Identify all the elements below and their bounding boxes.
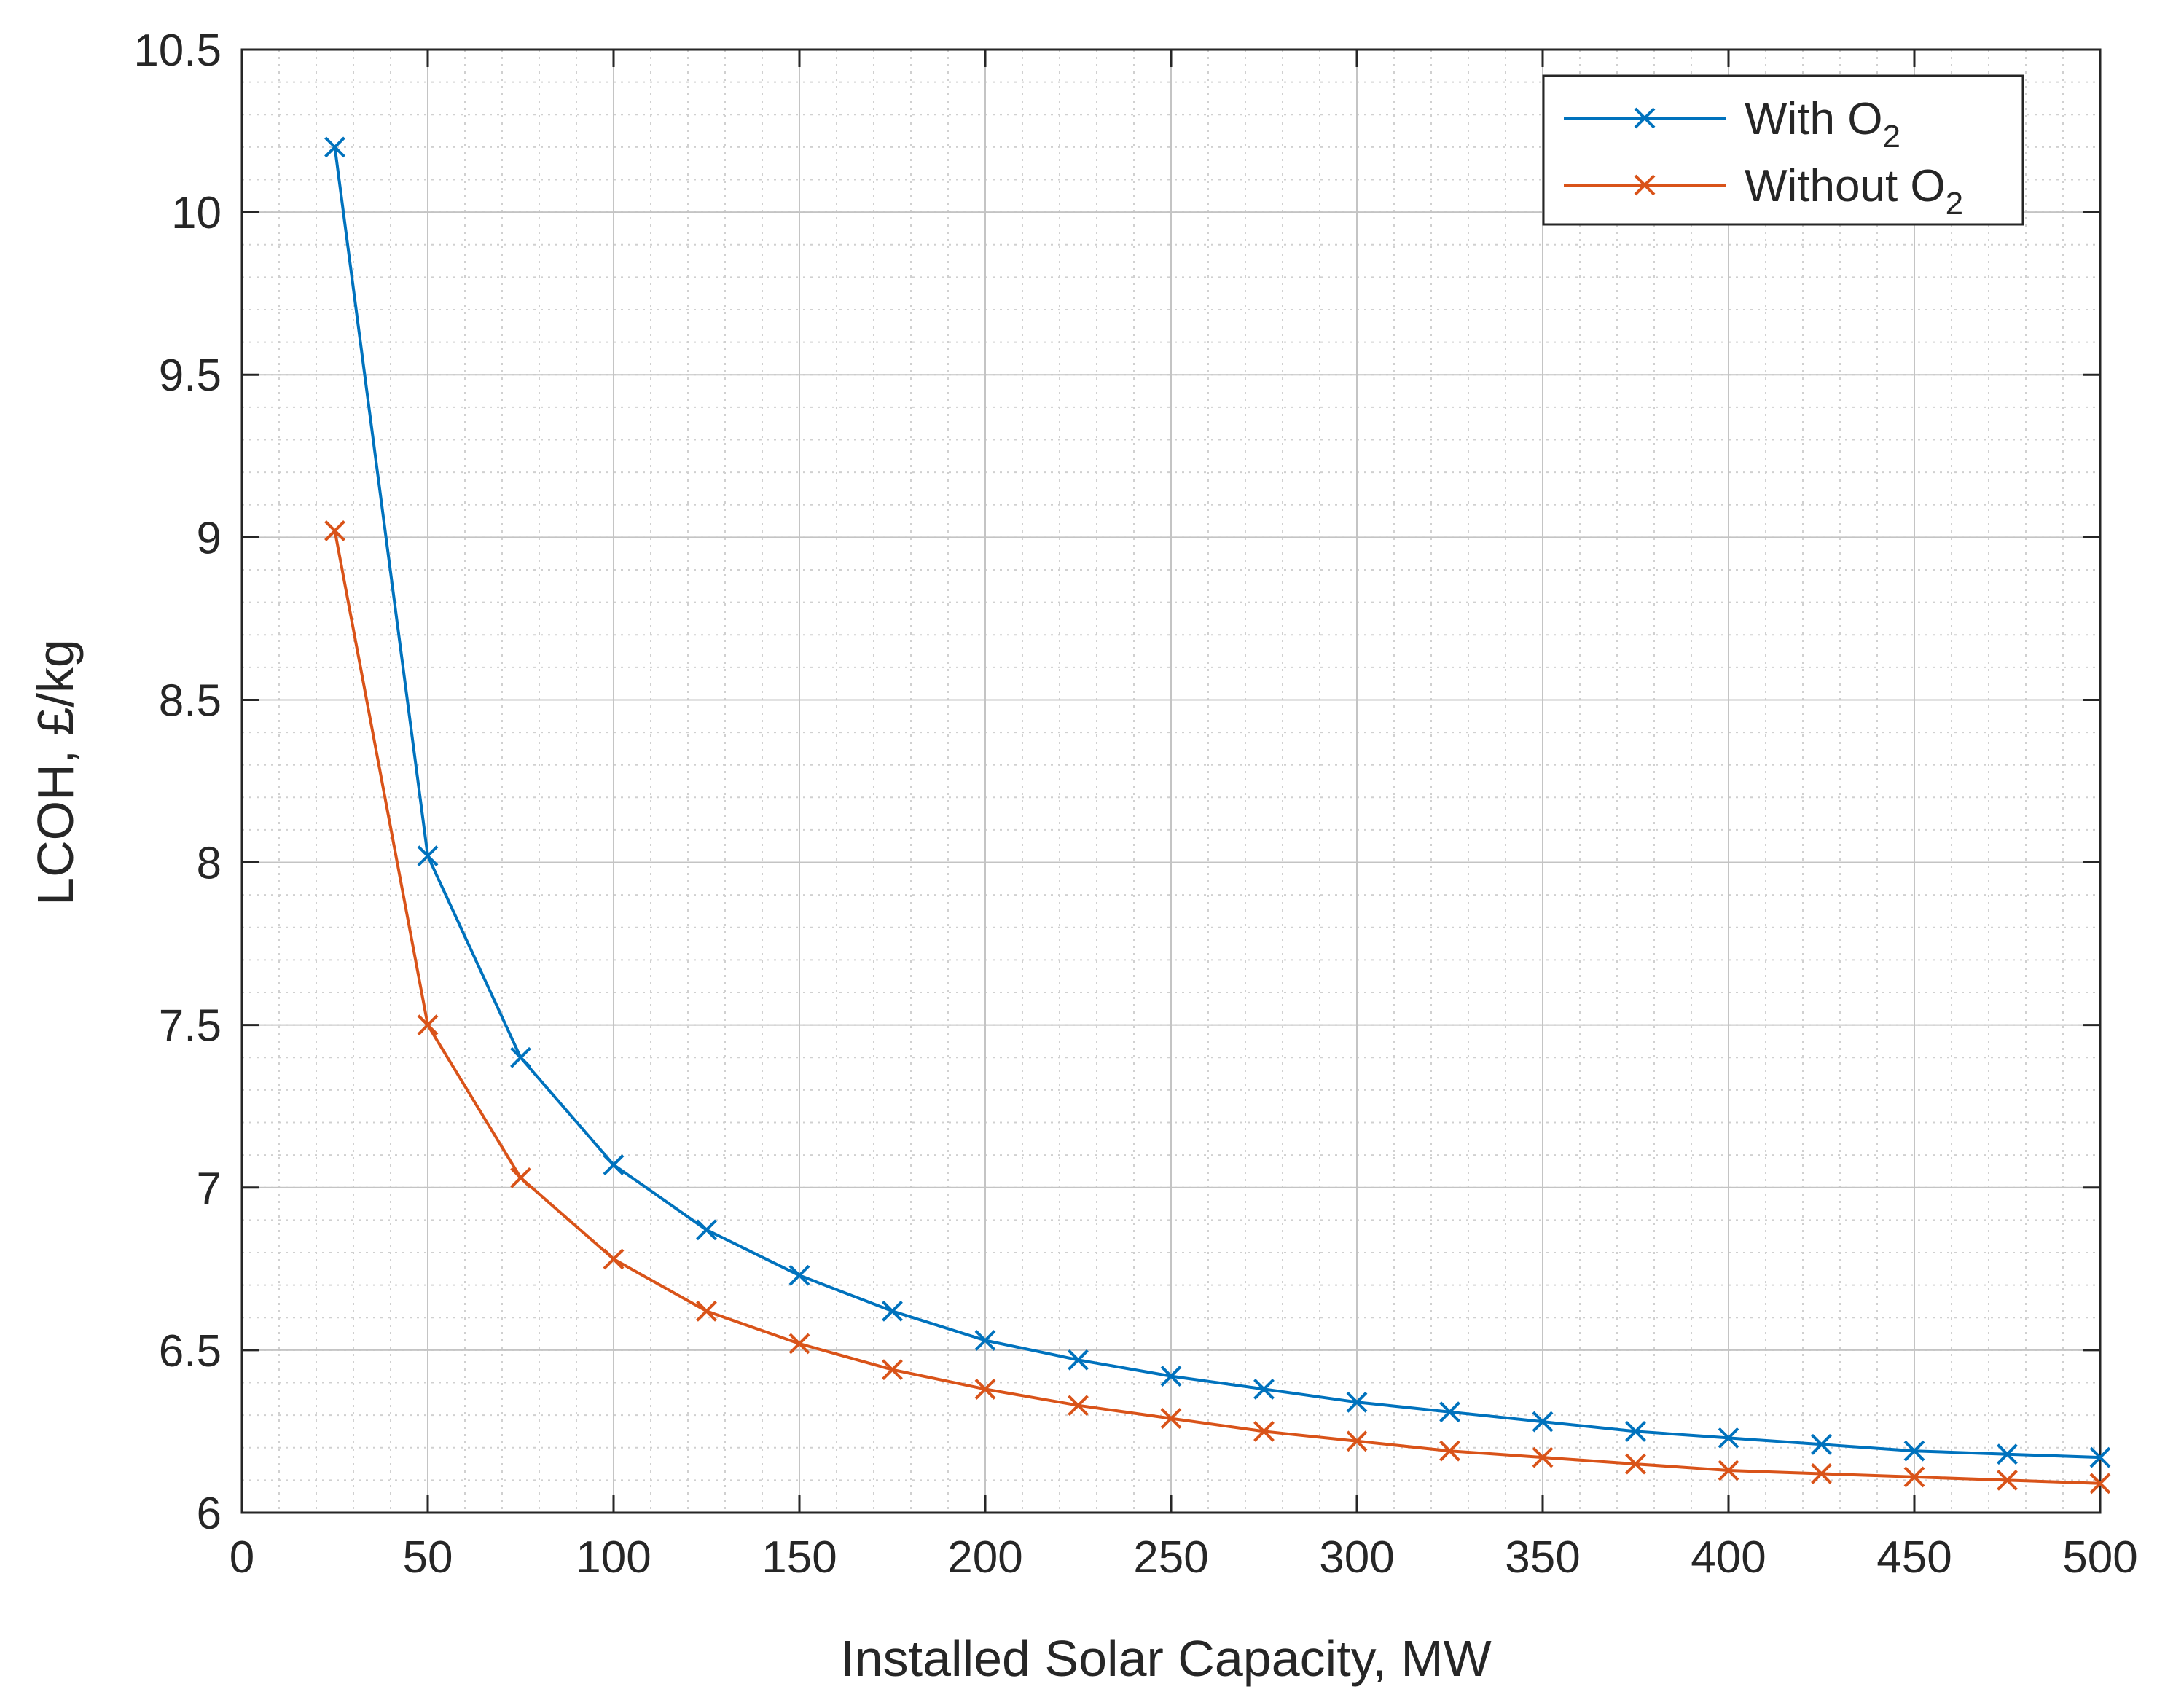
legend-marker xyxy=(1634,107,1656,129)
y-tick-label: 7 xyxy=(197,1164,222,1214)
data-point-marker xyxy=(1160,1408,1182,1430)
data-point-marker xyxy=(417,1014,439,1036)
y-tick-label: 7.5 xyxy=(159,1001,222,1051)
data-point-marker xyxy=(510,1167,531,1188)
y-axis-title: LCOH, £/kg xyxy=(27,639,84,906)
data-point-marker xyxy=(603,1154,625,1175)
legend-marker xyxy=(1634,174,1656,196)
series-line xyxy=(333,146,2101,1460)
data-point-marker xyxy=(1811,1433,1832,1455)
data-point-marker xyxy=(1997,1469,2018,1491)
x-tick-label: 500 xyxy=(2062,1532,2137,1583)
data-point-marker xyxy=(788,1333,810,1355)
x-tick-label: 0 xyxy=(230,1532,254,1583)
y-axis-tick-labels: 6 6.5 7 7.5 8 8.5 9 9.5 10 10.5 xyxy=(133,26,222,1539)
data-point-marker xyxy=(974,1379,996,1400)
data-point-marker xyxy=(696,1219,717,1241)
data-point-marker xyxy=(1625,1421,1646,1442)
data-point-marker xyxy=(1718,1427,1739,1449)
series-layer xyxy=(324,136,2111,1494)
x-tick-label: 150 xyxy=(762,1532,837,1583)
data-point-marker xyxy=(1253,1421,1275,1442)
x-tick-label: 350 xyxy=(1505,1532,1580,1583)
data-point-marker xyxy=(974,1330,996,1351)
series-with-o2 xyxy=(324,136,2111,1468)
major-grid xyxy=(241,49,2101,1513)
data-point-marker xyxy=(510,1046,531,1068)
data-point-marker xyxy=(1346,1430,1368,1452)
data-point-marker xyxy=(1903,1466,1925,1488)
data-point-marker xyxy=(696,1300,717,1322)
x-axis-title: Installed Solar Capacity, MW xyxy=(840,1630,1491,1687)
data-point-marker xyxy=(1439,1401,1460,1423)
legend-label-subscript: 2 xyxy=(1882,119,1900,154)
data-point-marker xyxy=(1068,1349,1089,1371)
data-point-marker xyxy=(324,520,345,541)
data-point-marker xyxy=(1346,1391,1368,1413)
x-tick-label: 50 xyxy=(403,1532,453,1583)
series-line xyxy=(333,530,2101,1485)
x-tick-label: 400 xyxy=(1691,1532,1766,1583)
y-tick-label: 6 xyxy=(197,1489,222,1539)
data-point-marker xyxy=(1532,1411,1554,1433)
data-point-marker xyxy=(1625,1453,1646,1475)
y-tick-label: 6.5 xyxy=(159,1326,222,1376)
y-tick-label: 8 xyxy=(197,839,222,889)
data-point-marker xyxy=(1160,1366,1182,1387)
data-point-marker xyxy=(1439,1440,1460,1462)
data-point-marker xyxy=(882,1300,903,1322)
data-point-marker xyxy=(417,845,439,867)
y-tick-label: 8.5 xyxy=(159,675,222,726)
y-tick-label: 9.5 xyxy=(159,350,222,401)
data-point-marker xyxy=(1997,1443,2018,1465)
y-tick-label: 10.5 xyxy=(133,26,222,76)
y-tick-label: 10 xyxy=(171,188,222,238)
x-tick-label: 100 xyxy=(576,1532,651,1583)
data-point-marker xyxy=(603,1248,625,1270)
x-tick-label: 300 xyxy=(1319,1532,1394,1583)
x-tick-label: 450 xyxy=(1876,1532,1952,1583)
legend-box xyxy=(1542,74,2024,226)
data-point-marker xyxy=(2089,1446,2111,1468)
data-point-marker xyxy=(1253,1379,1275,1400)
x-tick-label: 200 xyxy=(947,1532,1022,1583)
data-point-marker xyxy=(1532,1446,1554,1468)
data-point-marker xyxy=(1903,1440,1925,1462)
data-point-marker xyxy=(882,1359,903,1381)
data-point-marker xyxy=(1811,1463,1832,1484)
x-tick-label: 250 xyxy=(1133,1532,1208,1583)
axis-ticks xyxy=(240,48,2102,1514)
data-point-marker xyxy=(788,1264,810,1286)
x-axis-tick-labels: 0 50 100 150 200 250 300 350 400 450 500 xyxy=(230,1532,2138,1583)
series-without-o2 xyxy=(324,520,2111,1494)
data-point-marker xyxy=(1068,1395,1089,1417)
data-point-marker xyxy=(1718,1460,1739,1481)
data-point-marker xyxy=(324,136,345,158)
y-tick-label: 9 xyxy=(197,513,222,563)
legend-label-subscript: 2 xyxy=(1946,186,1963,222)
data-point-marker xyxy=(2089,1473,2111,1494)
